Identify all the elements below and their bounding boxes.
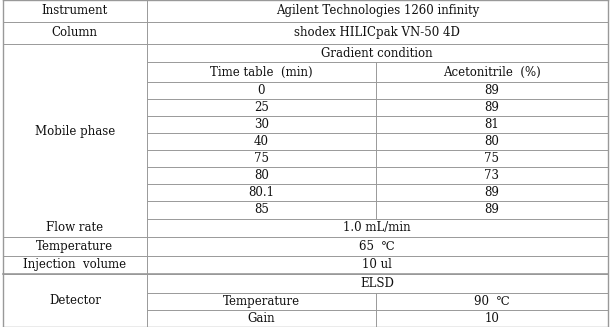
Text: 10 ul: 10 ul	[362, 258, 392, 271]
Text: 40: 40	[254, 135, 269, 148]
Text: Column: Column	[52, 26, 98, 39]
Text: 89: 89	[485, 101, 499, 114]
Text: Acetonitrile  (%): Acetonitrile (%)	[443, 66, 541, 79]
Text: 80.1: 80.1	[248, 186, 274, 199]
Text: 10: 10	[485, 312, 499, 325]
Text: 85: 85	[254, 203, 269, 216]
Text: 65  ℃: 65 ℃	[359, 240, 395, 253]
Text: Time table  (min): Time table (min)	[210, 66, 312, 79]
Text: 1.0 mL/min: 1.0 mL/min	[343, 221, 411, 234]
Text: 90  ℃: 90 ℃	[474, 295, 510, 308]
Text: Mobile phase: Mobile phase	[35, 125, 115, 138]
Text: 75: 75	[254, 152, 269, 165]
Text: ELSD: ELSD	[360, 277, 394, 290]
Text: Gain: Gain	[247, 312, 275, 325]
Text: 25: 25	[254, 101, 269, 114]
Text: shodex HILICpak VN-50 4D: shodex HILICpak VN-50 4D	[295, 26, 460, 39]
Text: 80: 80	[485, 135, 499, 148]
Text: 73: 73	[485, 169, 499, 182]
Text: 89: 89	[485, 84, 499, 97]
Text: 0: 0	[257, 84, 265, 97]
Text: Flow rate: Flow rate	[46, 221, 103, 234]
Text: 75: 75	[485, 152, 499, 165]
Text: 80: 80	[254, 169, 269, 182]
Text: Temperature: Temperature	[36, 240, 114, 253]
Text: Detector: Detector	[49, 294, 101, 307]
Text: Instrument: Instrument	[42, 5, 108, 17]
Text: 30: 30	[254, 118, 269, 131]
Text: 89: 89	[485, 186, 499, 199]
Text: Agilent Technologies 1260 infinity: Agilent Technologies 1260 infinity	[276, 5, 479, 17]
Text: Gradient condition: Gradient condition	[321, 46, 433, 60]
Text: Injection  volume: Injection volume	[23, 258, 126, 271]
Text: 81: 81	[485, 118, 499, 131]
Text: 89: 89	[485, 203, 499, 216]
Text: Temperature: Temperature	[222, 295, 300, 308]
